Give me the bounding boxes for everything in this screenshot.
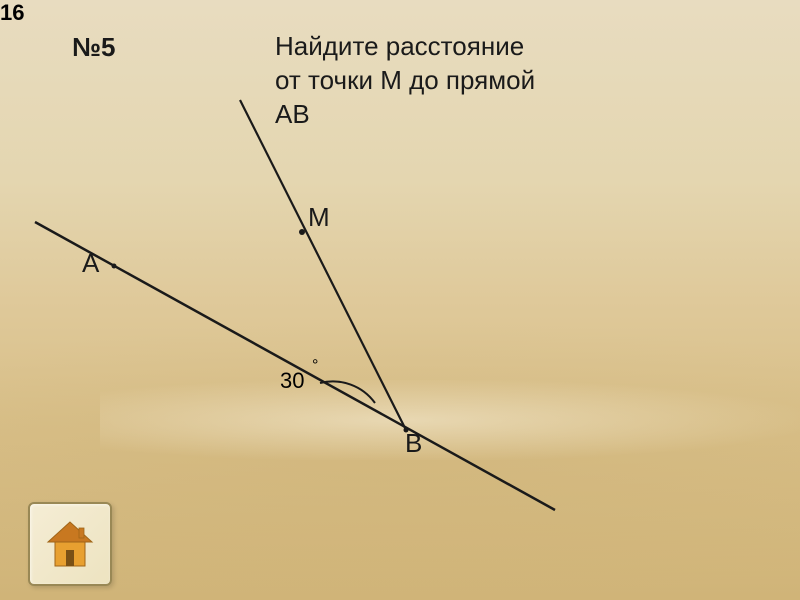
label-point-B: В	[405, 428, 422, 459]
home-button[interactable]	[28, 502, 112, 586]
point-M	[299, 229, 305, 235]
geometry-diagram	[0, 0, 800, 600]
label-point-M: М	[308, 202, 330, 233]
point-A	[112, 264, 117, 269]
label-point-A: А	[82, 248, 99, 279]
house-icon	[42, 516, 98, 572]
label-angle-value: 30	[280, 368, 304, 394]
label-angle-unit: °	[312, 357, 318, 375]
